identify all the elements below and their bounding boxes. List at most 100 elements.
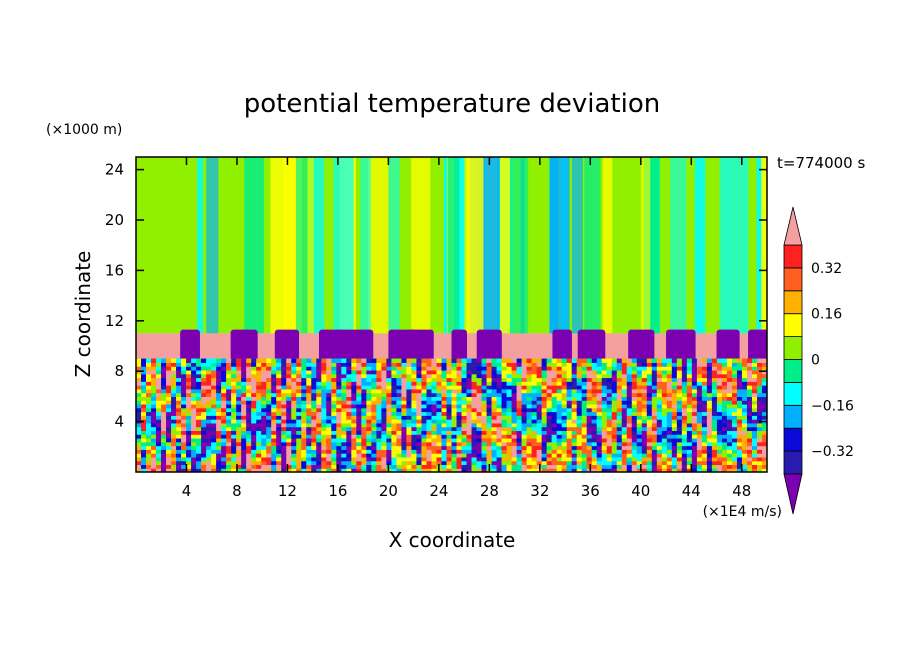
lower-cell [551, 373, 558, 379]
lower-cell [431, 400, 438, 405]
lower-cell [221, 407, 227, 413]
lower-cell [166, 369, 172, 375]
lower-cell [181, 468, 187, 472]
lower-cell [496, 468, 503, 472]
lower-cell [191, 358, 197, 363]
lower-cell [201, 411, 207, 416]
lower-cell [451, 381, 458, 386]
lower-cell [606, 460, 613, 466]
lower-cell [756, 464, 763, 469]
lower-cell [451, 437, 458, 443]
lower-cell [386, 449, 393, 454]
lower-cell [741, 373, 748, 379]
lower-cell [301, 441, 307, 447]
lower-cell [311, 460, 317, 466]
lower-cell [451, 400, 458, 405]
lower-cell [711, 460, 718, 466]
lower-cell [506, 377, 513, 382]
lower-cell [561, 426, 568, 432]
lower-cell [501, 422, 508, 428]
colorbar-box [783, 290, 803, 315]
lower-cell [691, 415, 698, 420]
lower-cell [471, 464, 478, 469]
lower-cell [246, 456, 252, 462]
lower-cell [631, 381, 638, 386]
lower-cell [271, 464, 277, 469]
lower-cell [211, 468, 217, 472]
lower-cell [366, 369, 372, 375]
lower-cell [361, 403, 367, 409]
lower-cell [666, 388, 673, 394]
lower-cell [446, 381, 453, 386]
lower-cell [151, 388, 157, 394]
lower-cell [381, 411, 387, 416]
lower-cell [246, 415, 252, 420]
lower-cell [501, 369, 508, 375]
lower-cell [691, 403, 698, 409]
lower-cell [496, 456, 503, 462]
lower-cell [751, 441, 758, 447]
upper-streak [270, 157, 287, 334]
lower-cell [726, 388, 733, 394]
lower-cell [456, 377, 463, 382]
lower-cell [701, 434, 708, 439]
lower-cell [396, 464, 403, 469]
lower-cell [461, 449, 468, 454]
lower-cell [626, 403, 633, 409]
lower-cell [146, 388, 152, 394]
lower-cell [306, 468, 312, 472]
lower-cell [296, 388, 302, 394]
upper-streak [478, 157, 500, 334]
lower-cell [436, 415, 443, 420]
lower-cell [381, 460, 387, 466]
lower-cell [601, 396, 608, 401]
lower-cell [381, 373, 387, 379]
lower-cell [416, 445, 423, 450]
lower-cell [326, 445, 332, 450]
lower-cell [206, 430, 212, 435]
lower-cell [141, 415, 147, 420]
lower-cell [306, 441, 312, 447]
lower-cell [571, 366, 578, 371]
lower-cell [276, 385, 282, 390]
lower-cell [421, 396, 428, 401]
lower-cell [486, 426, 493, 432]
lower-cell [586, 381, 593, 386]
lower-cell [726, 385, 733, 390]
lower-cell [361, 388, 367, 394]
lower-cell [566, 434, 573, 439]
lower-cell [206, 377, 212, 382]
lower-cell [376, 358, 382, 363]
lower-cell [701, 396, 708, 401]
lower-cell [556, 392, 563, 397]
lower-cell [586, 437, 593, 443]
lower-cell [741, 430, 748, 435]
lower-cell [546, 453, 553, 458]
lower-cell [256, 434, 262, 439]
lower-cell [626, 381, 633, 386]
lower-cell [591, 441, 598, 447]
lower-cell [341, 456, 347, 462]
lower-cell [241, 449, 247, 454]
lower-cell [331, 426, 337, 432]
lower-cell [656, 468, 663, 472]
lower-cell [511, 388, 518, 394]
lower-cell [656, 373, 663, 379]
lower-cell [186, 453, 192, 458]
lower-cell [486, 385, 493, 390]
lower-cell [341, 449, 347, 454]
lower-cell [161, 366, 167, 371]
colorbar-top-arrow [783, 206, 803, 246]
lower-cell [201, 366, 207, 371]
lower-cell [531, 460, 538, 466]
lower-cell [431, 373, 438, 379]
lower-cell [611, 460, 618, 466]
lower-cell [146, 460, 152, 466]
lower-cell [136, 358, 142, 363]
lower-cell [276, 366, 282, 371]
lower-cell [411, 422, 418, 428]
lower-cell [446, 407, 453, 413]
lower-cell [226, 377, 232, 382]
lower-cell [561, 373, 568, 379]
lower-cell [661, 434, 668, 439]
